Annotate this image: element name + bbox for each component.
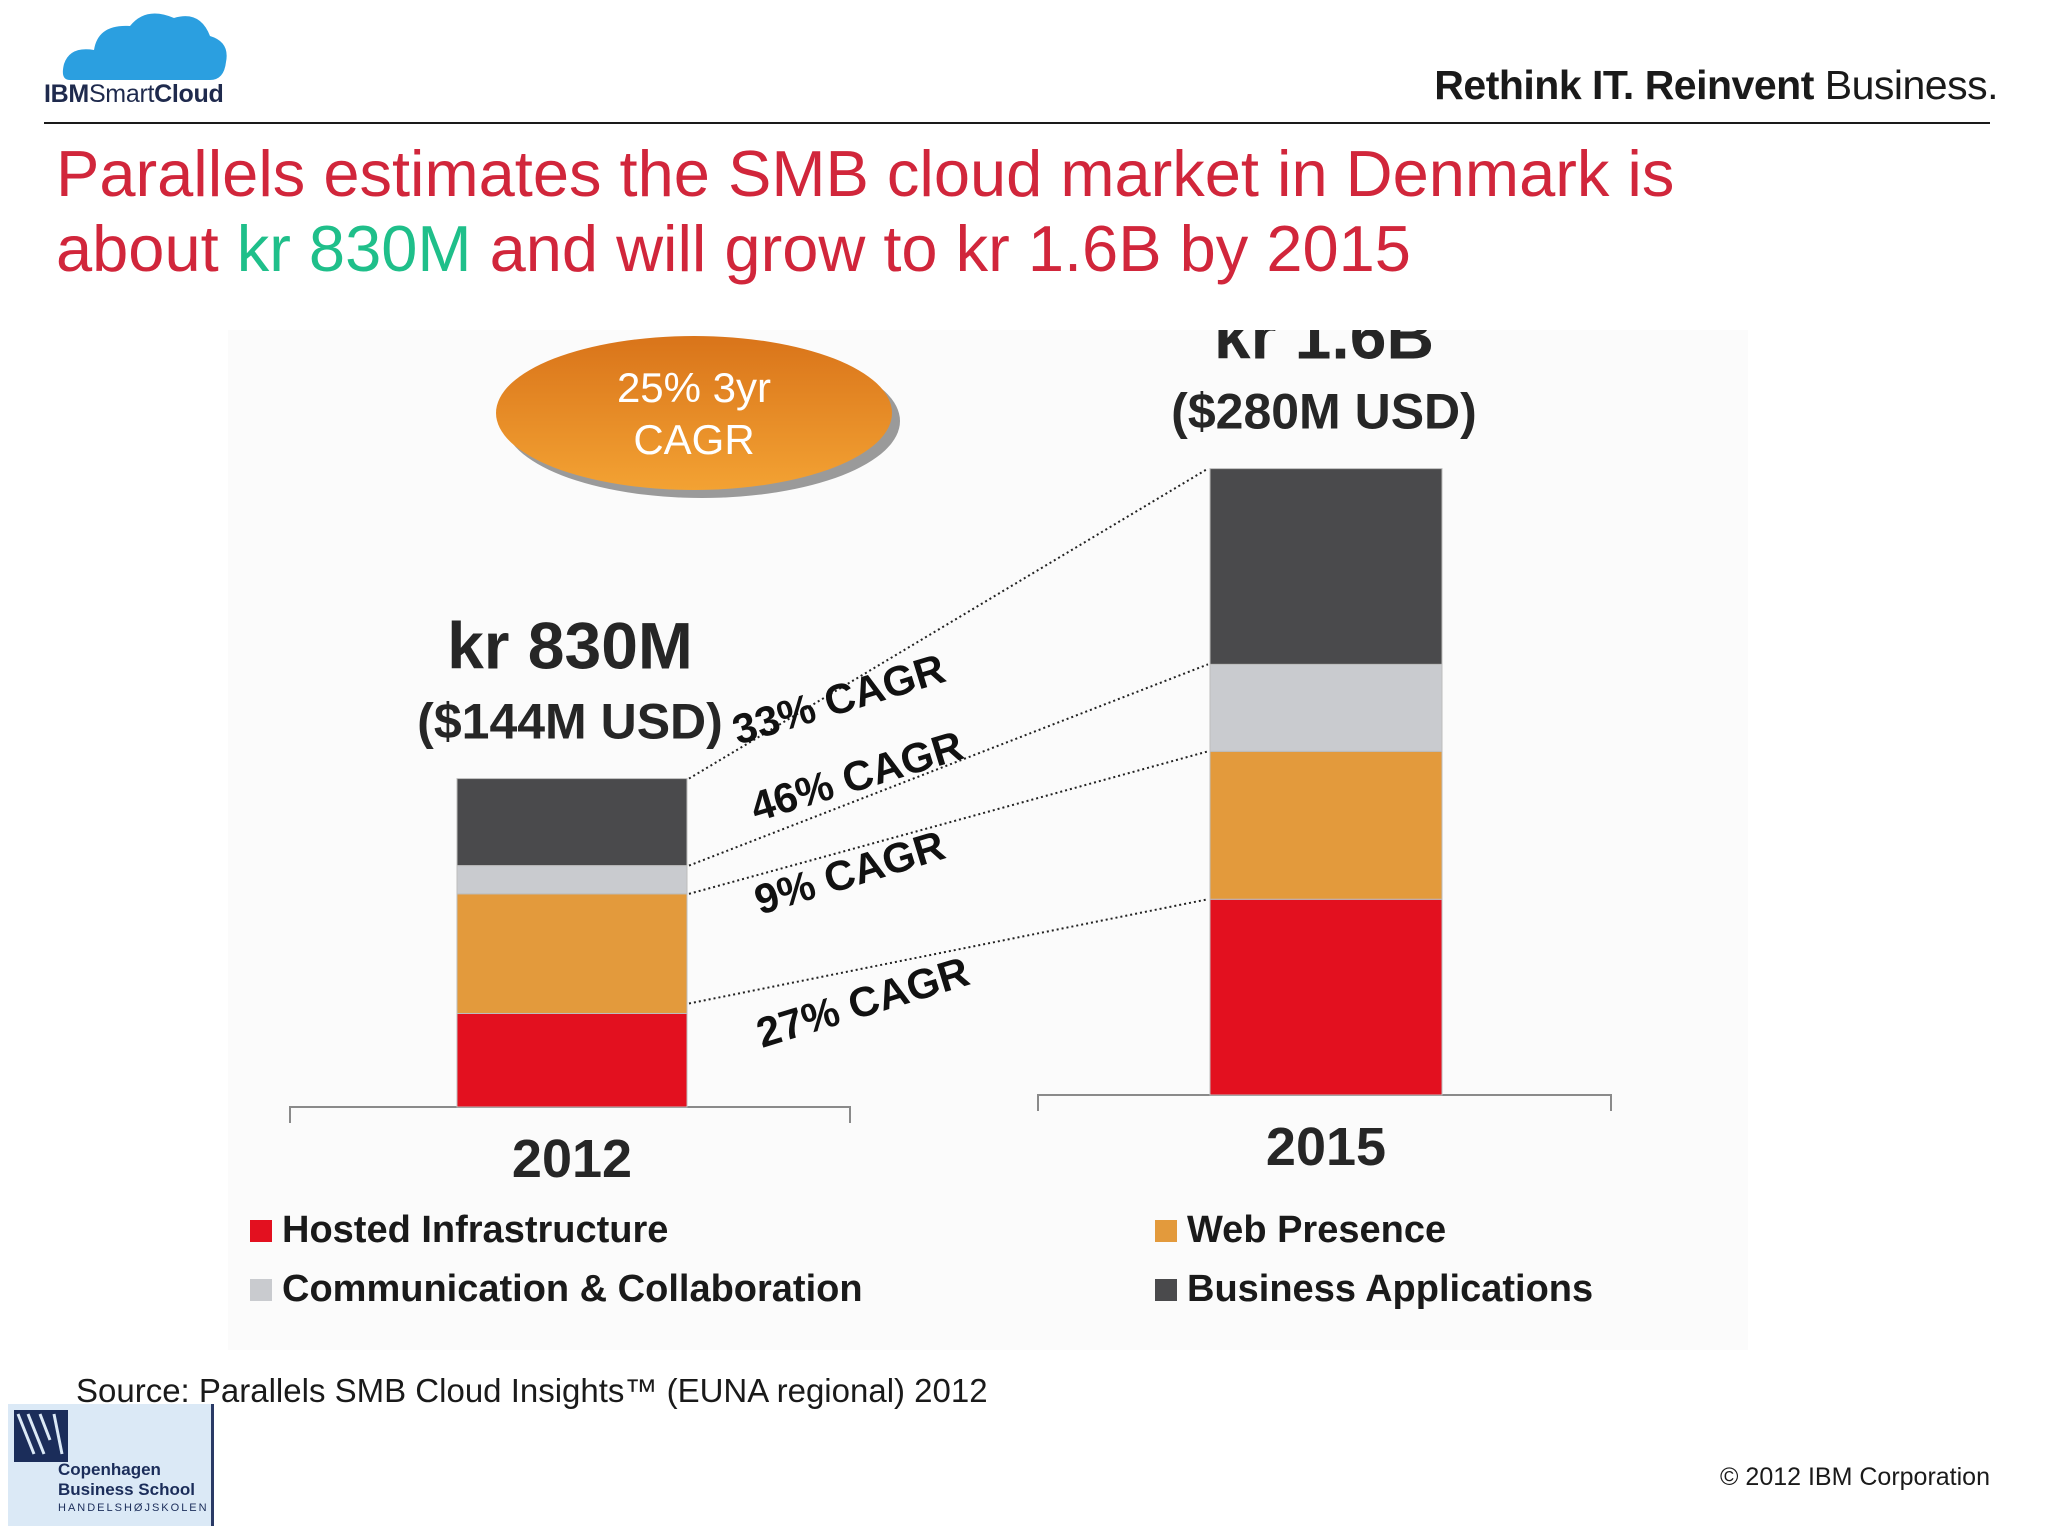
bar-segment-2012-business-applications <box>456 778 688 867</box>
chart-area: 2012 kr 830M ($144M USD) 2015 kr 1.6B ($280M … <box>228 330 1748 1350</box>
title-line-2: about kr 830M and will grow to kr 1.6B b… <box>56 211 1956 286</box>
category-label-2015: 2015 <box>1266 1117 1386 1177</box>
category-label-2012: 2012 <box>512 1129 632 1189</box>
legend-swatch-business-applications <box>1155 1279 1177 1301</box>
stacked-bar-chart: 2012 kr 830M ($144M USD) 2015 kr 1.6B ($280M … <box>250 330 1612 1310</box>
bar-segment-2015-hosted-infrastructure <box>1209 898 1443 1096</box>
total-label-2012: kr 830M <box>447 609 693 683</box>
tagline-regular: Business. <box>1813 62 1999 108</box>
page-title: Parallels estimates the SMB cloud market… <box>56 136 1956 286</box>
legend-label-web-presence: Web Presence <box>1187 1209 1446 1251</box>
logo-prefix: IBM <box>44 80 89 108</box>
cagr-label-4: 27% CAGR <box>751 948 975 1057</box>
tagline-bold: Rethink IT. Reinvent <box>1434 62 1814 108</box>
cbs-mark-icon <box>14 1410 68 1462</box>
source-note: Source: Parallels SMB Cloud Insights™ (E… <box>76 1372 988 1409</box>
cbs-line-3: HANDELSHØJSKOLEN <box>58 1502 209 1514</box>
callout-line-1: 25% 3yr <box>617 364 771 411</box>
callout-ellipse <box>496 336 892 490</box>
total-label-2015: kr 1.6B <box>1214 330 1434 373</box>
legend-label-communication-collaboration: Communication & Collaboration <box>282 1268 863 1310</box>
total-sublabel-2015: ($280M USD) <box>1171 384 1477 440</box>
title-highlight: kr 830M <box>236 212 472 285</box>
bar-segment-2015-web-presence <box>1209 750 1443 900</box>
legend-label-business-applications: Business Applications <box>1187 1268 1593 1310</box>
bar-segment-2012-communication-collaboration <box>456 865 688 895</box>
baseline-2012 <box>289 1106 851 1123</box>
callout-line-2: CAGR <box>633 416 754 463</box>
legend-label-hosted-infrastructure: Hosted Infrastructure <box>282 1209 668 1251</box>
logo-middle: Smart <box>88 80 155 108</box>
bar-segment-2015-business-applications <box>1209 468 1443 665</box>
copyright: © 2012 IBM Corporation <box>1720 1463 1990 1491</box>
baseline-2015 <box>1037 1094 1612 1111</box>
title-line-2-pre: about <box>56 212 237 285</box>
cbs-logo: Copenhagen Business School HANDELSHØJSKO… <box>8 1404 214 1526</box>
logo-suffix: Cloud <box>154 80 224 108</box>
total-sublabel-2012: ($144M USD) <box>417 694 723 750</box>
connector-line-1 <box>688 467 1209 780</box>
title-line-2-post: and will grow to kr 1.6B by 2015 <box>471 212 1411 285</box>
legend-swatch-communication-collaboration <box>250 1279 272 1301</box>
bar-segment-2012-web-presence <box>456 893 688 1014</box>
cagr-label-3: 9% CAGR <box>749 821 950 923</box>
cloud-logo-icon <box>62 13 227 80</box>
bar-segment-2012-hosted-infrastructure <box>456 1012 688 1108</box>
legend-swatch-hosted-infrastructure <box>250 1220 272 1242</box>
ibm-smartcloud-logo: IBMSmartCloud <box>44 80 224 109</box>
cbs-line-2: Business School <box>58 1480 195 1499</box>
connector-line-4 <box>688 898 1209 1005</box>
tagline: Rethink IT. Reinvent Business. <box>1434 62 1998 109</box>
title-line-1: Parallels estimates the SMB cloud market… <box>56 137 1675 210</box>
cbs-line-1: Copenhagen <box>58 1460 161 1479</box>
header-divider <box>44 122 1990 124</box>
legend-swatch-web-presence <box>1155 1220 1177 1242</box>
bar-segment-2015-communication-collaboration <box>1209 663 1443 752</box>
